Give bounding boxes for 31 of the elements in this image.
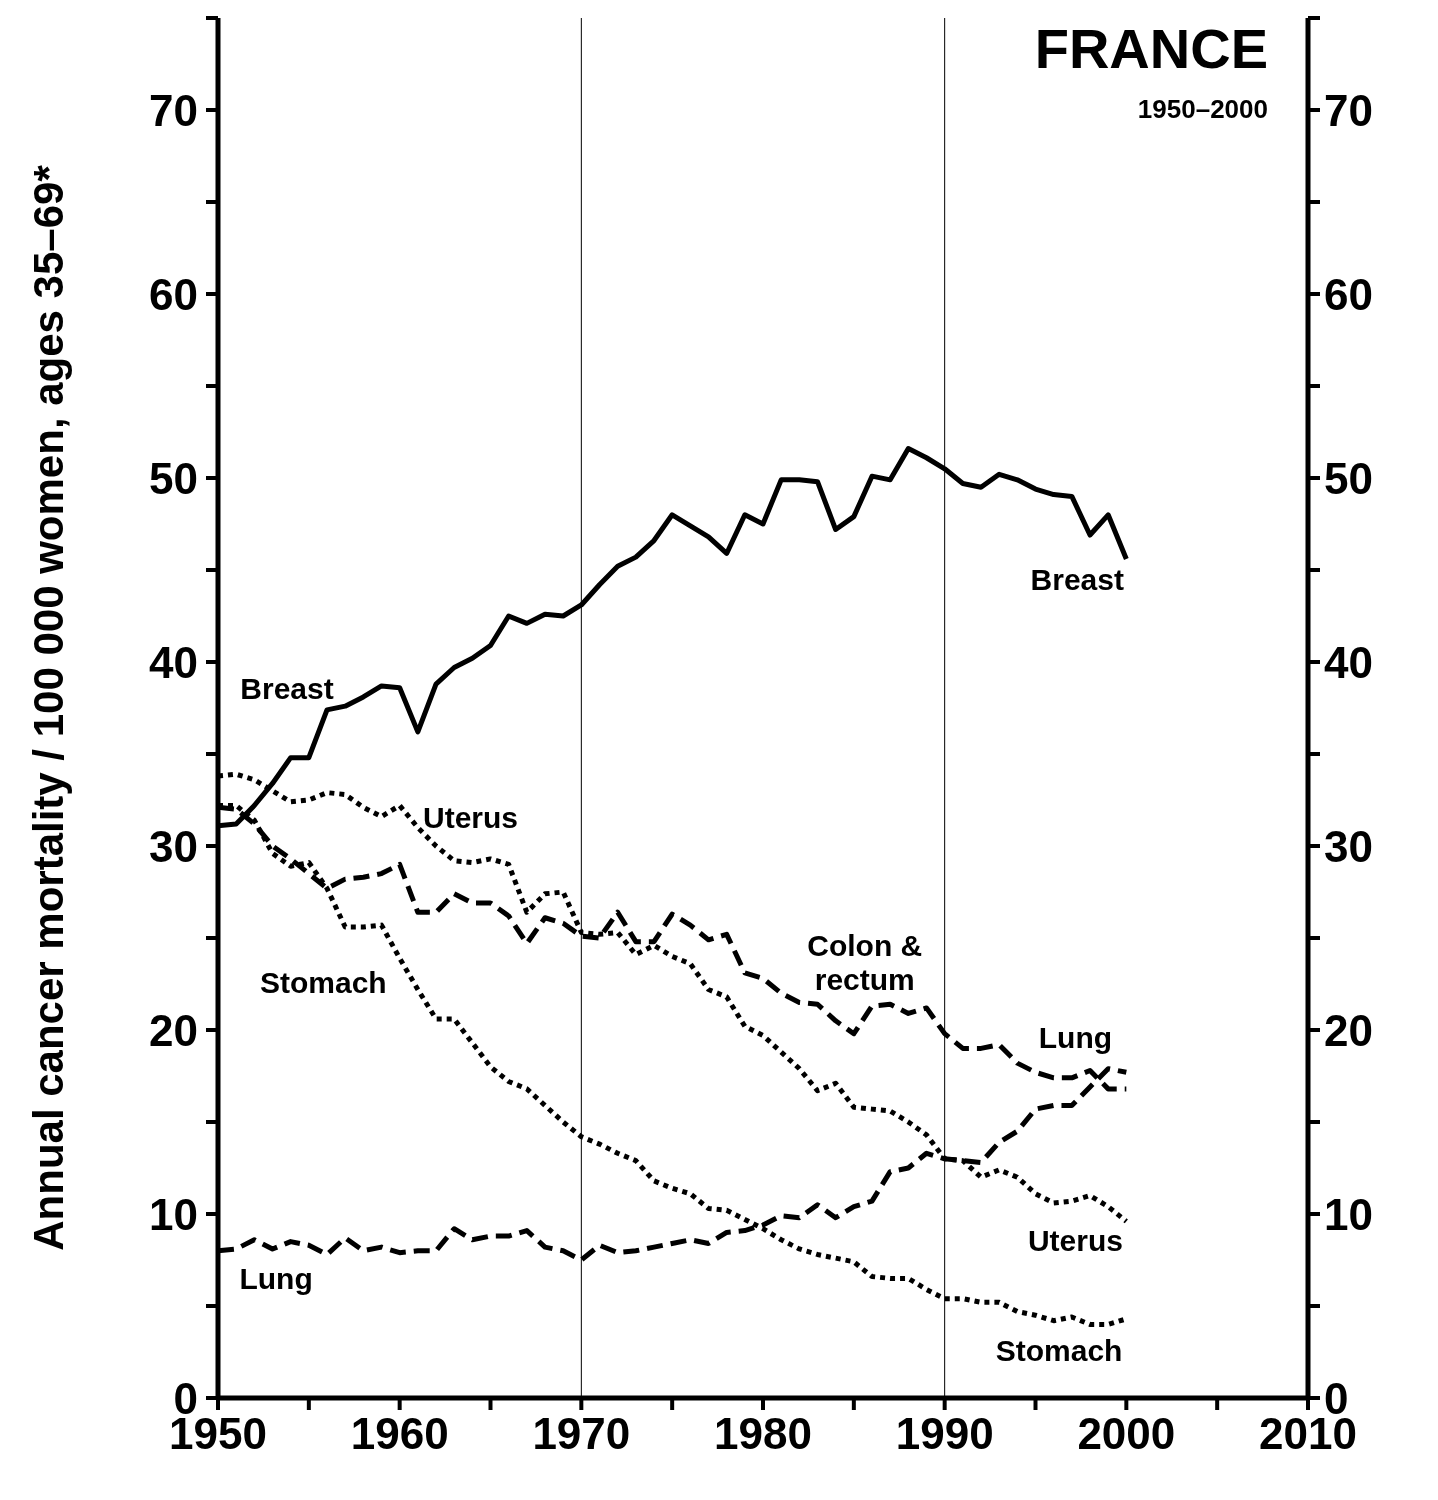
chart-title: FRANCE [1034,17,1268,80]
x-tick-label: 1960 [350,1409,449,1459]
y-axis-title: Annual cancer mortality / 100 000 women, ages 35–69* [24,164,72,1251]
y-tick-label: 20 [149,1005,198,1055]
y2-tick-label: 70 [1324,85,1373,135]
x-tick-label: 1970 [532,1409,631,1459]
y-tick-label: 30 [149,821,198,871]
series-label: Stomach [995,1333,1123,1367]
text: 1950–2000 [1137,94,1268,124]
y-tick-label: 50 [149,453,198,503]
text: Uterus [1027,1223,1123,1257]
series-label: Breast [240,671,334,705]
series-label: Uterus [423,800,519,834]
x-tick-label: 2000 [1077,1409,1176,1459]
y-tick-label: 60 [149,269,198,319]
y2-tick-label: 10 [1324,1189,1373,1239]
y2-tick-label: 60 [1324,269,1373,319]
y2-tick-label: 50 [1324,453,1373,503]
y2-tick-label: 20 [1324,1005,1373,1055]
x-tick-label: 1980 [714,1409,812,1459]
y-tick-label: 70 [149,85,198,135]
text: Lung [1038,1020,1113,1054]
y-tick-label: 40 [149,637,198,687]
text: Stomach [260,965,387,999]
series-label: Lung [239,1261,313,1295]
y2-tick-label: 30 [1324,821,1373,871]
series-label: Colon & rectum [807,928,923,996]
text: Breast [1030,562,1124,596]
x-tick-label: 1990 [895,1409,994,1459]
y-tick-label: 10 [149,1189,198,1239]
y2-tick-label: 40 [1324,637,1373,687]
